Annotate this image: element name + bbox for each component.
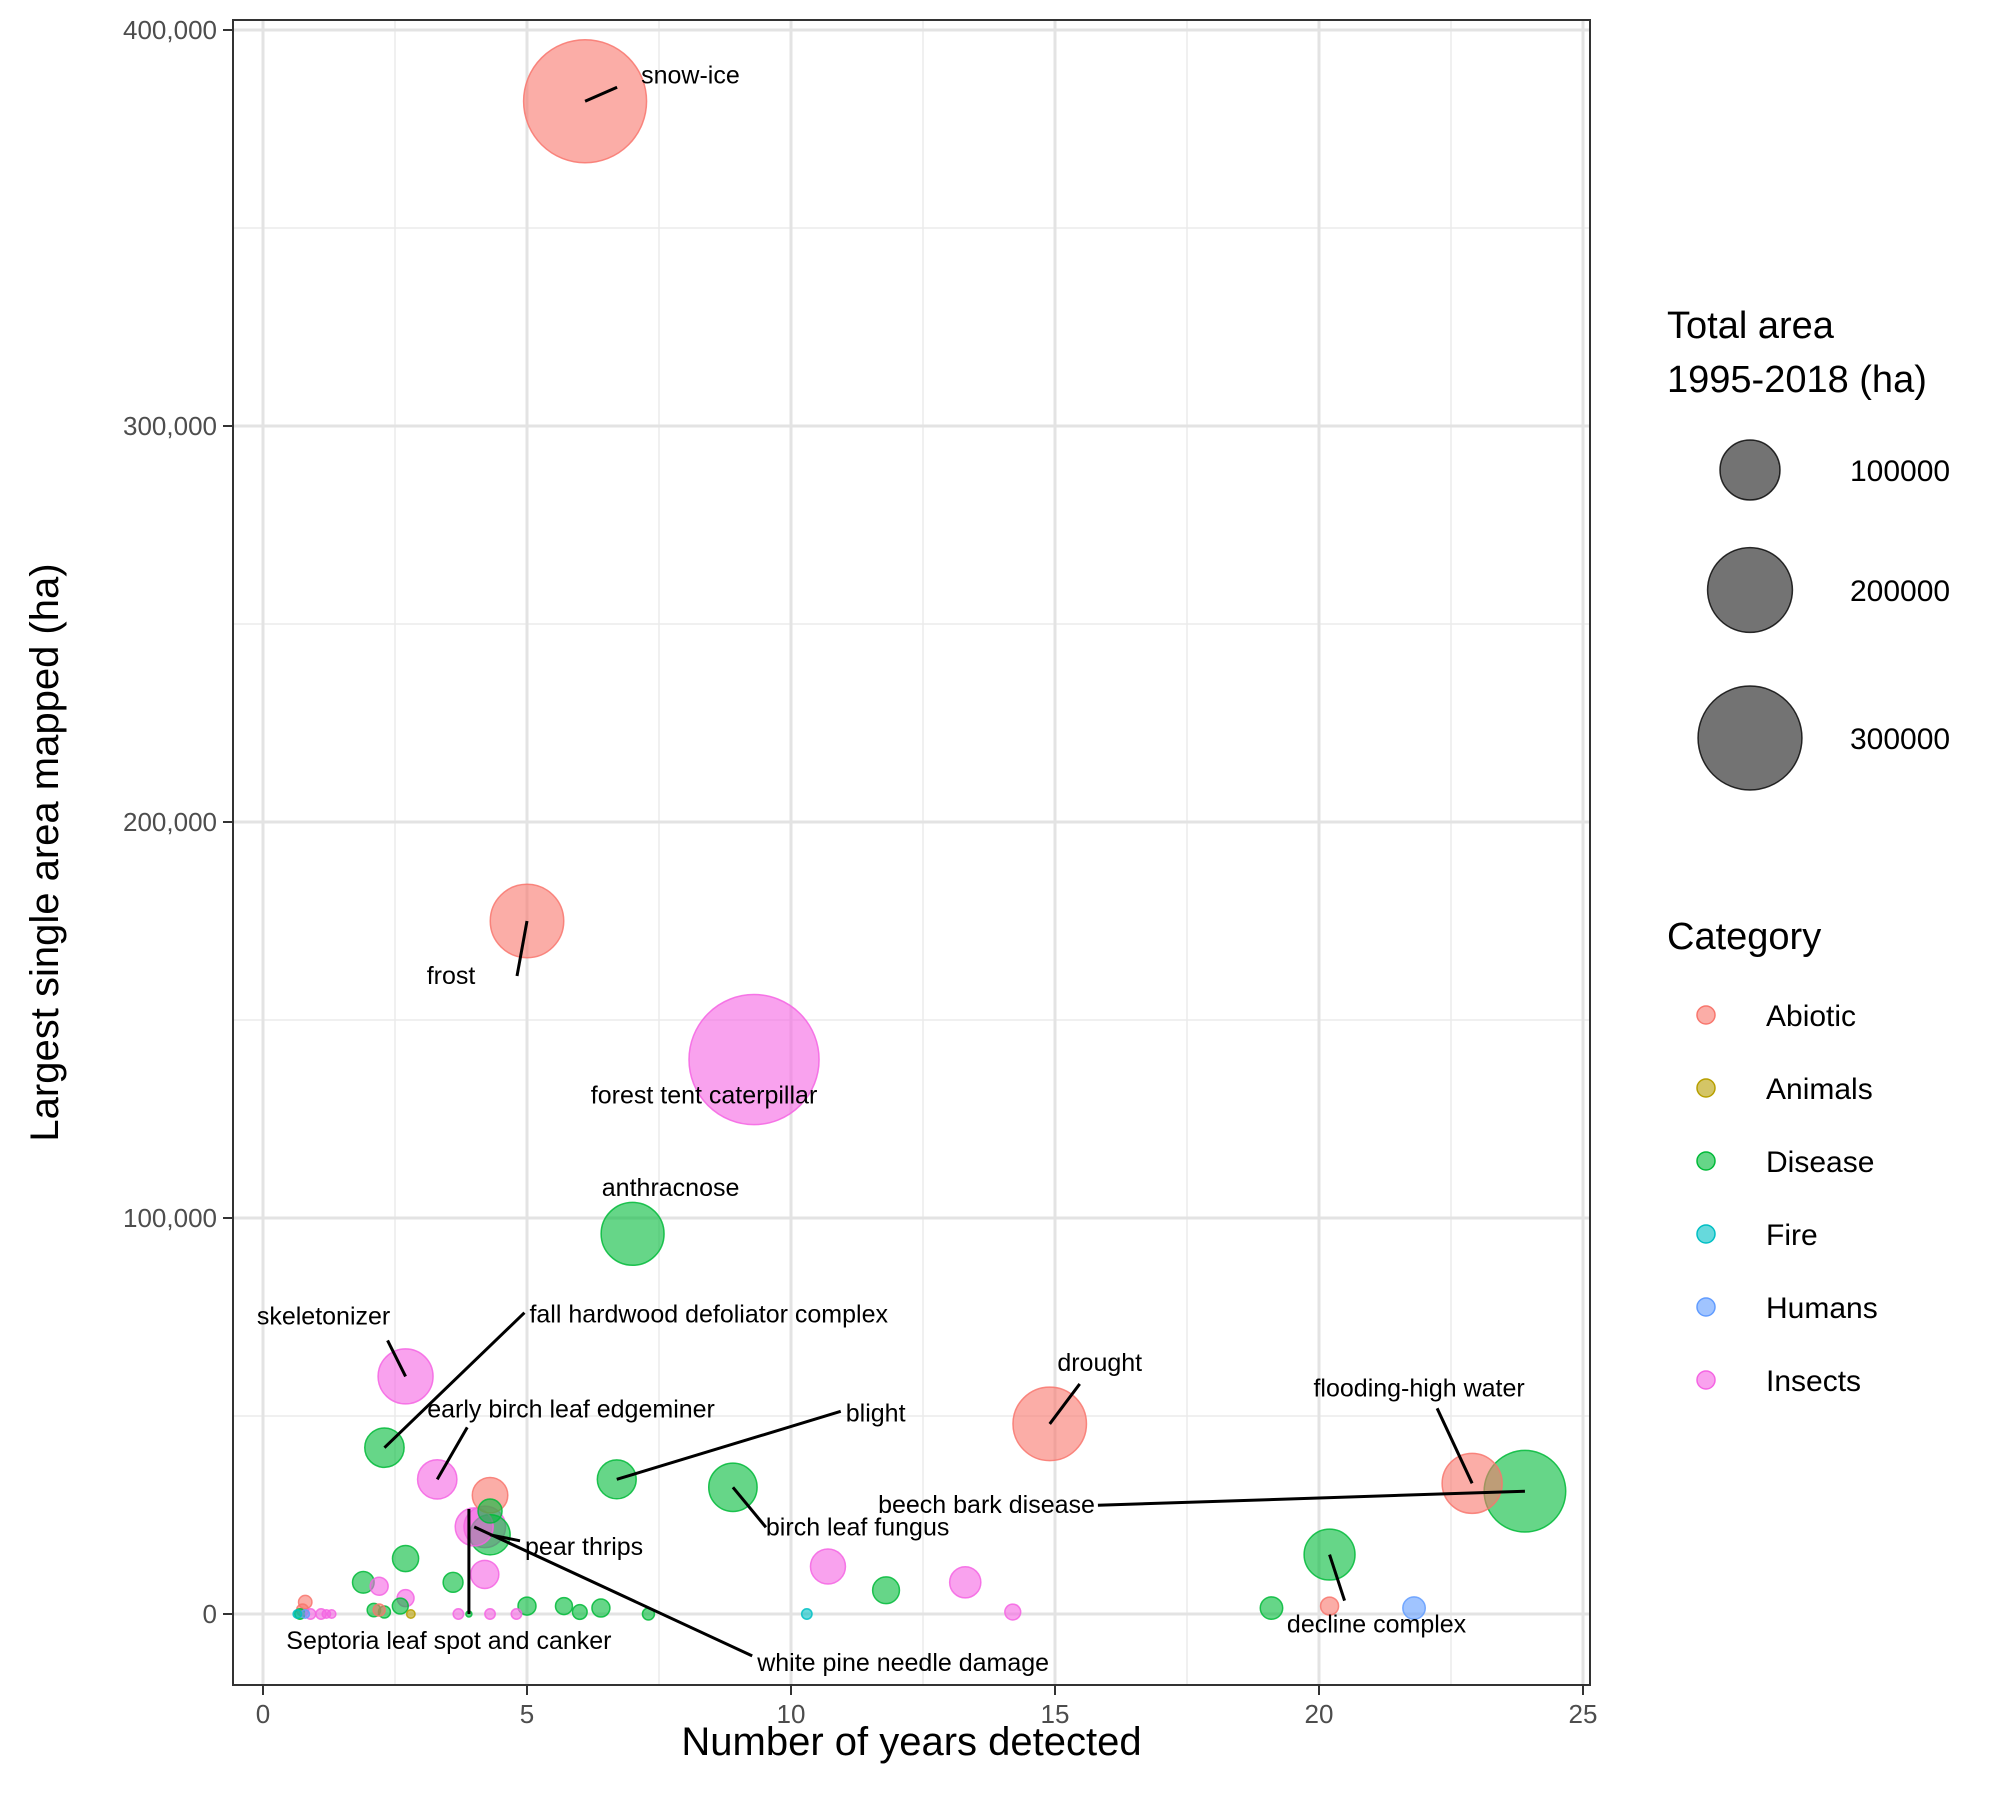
data-point — [1004, 1603, 1022, 1621]
data-point — [391, 1597, 409, 1615]
data-point — [469, 1559, 500, 1590]
legend-key-abiotic — [1696, 1005, 1716, 1025]
leader-skeletonizer — [386, 1339, 407, 1378]
label-decline-complex: decline complex — [1287, 1611, 1467, 1639]
label-white-pine-needle-damage: white pine needle damage — [756, 1649, 1049, 1677]
color-legend-title: Category — [1667, 916, 1821, 958]
data-points — [292, 39, 1567, 1621]
leader-early-birch-leaf-edgeminer — [435, 1426, 469, 1481]
point-labels: snow-ice frost forest tent caterpillar anth… — [257, 61, 1525, 1677]
y-tick-label: 100,000 — [123, 1203, 217, 1233]
data-point — [372, 1603, 386, 1617]
x-tick-label: 20 — [1305, 1699, 1334, 1729]
size-legend-key — [1706, 546, 1794, 634]
x-axis-title: Number of years detected — [681, 1720, 1141, 1764]
x-tick-label: 15 — [1041, 1699, 1070, 1729]
leader-birch-leaf-fungus — [731, 1486, 768, 1529]
point-forest-tent-caterpillar — [688, 993, 820, 1126]
data-point — [591, 1598, 611, 1618]
point-anthracnose — [600, 1201, 665, 1267]
label-pear-thrips: pear thrips — [525, 1533, 643, 1561]
x-tick-label: 10 — [777, 1699, 806, 1729]
data-point — [871, 1576, 901, 1605]
data-point — [442, 1571, 464, 1594]
data-point — [517, 1596, 537, 1616]
x-tick-label: 5 — [520, 1699, 534, 1729]
data-point — [369, 1576, 389, 1597]
leader-flooding-high-water — [1435, 1407, 1474, 1484]
data-point — [405, 1609, 416, 1619]
label-beech-bark-disease: beech bark disease — [878, 1491, 1095, 1519]
data-point — [1402, 1596, 1427, 1621]
legend-label-animals: Animals — [1766, 1073, 1873, 1106]
size-legend-key — [1719, 439, 1781, 501]
label-snow-ice: snow-ice — [641, 61, 740, 89]
data-point — [1319, 1596, 1340, 1616]
point-drought — [1012, 1386, 1088, 1462]
size-legend-key — [1697, 685, 1803, 791]
legend-key-disease — [1696, 1151, 1716, 1171]
label-forest-tent-caterpillar: forest tent caterpillar — [591, 1082, 818, 1110]
panel-border — [232, 19, 1591, 1686]
axes: 0 5 10 15 20 25 0 100,000 200,000 300,000 400,000 — [123, 15, 1597, 1729]
leader-white-pine-needle-damage — [473, 1525, 753, 1658]
size-legend-label: 100000 — [1850, 455, 1950, 488]
label-skeletonizer: skeletonizer — [257, 1302, 390, 1330]
y-tick-label: 0 — [203, 1599, 217, 1629]
legend-label-disease: Disease — [1766, 1146, 1874, 1179]
label-flooding-high-water: flooding-high water — [1313, 1374, 1524, 1402]
leader-beech-bark-disease — [1097, 1489, 1525, 1507]
label-fall-hardwood-defoliator-complex: fall hardwood defoliator complex — [529, 1301, 888, 1329]
legend-label-insects: Insects — [1766, 1365, 1861, 1398]
label-anthracnose: anthracnose — [602, 1174, 740, 1202]
label-birch-leaf-fungus: birch leaf fungus — [766, 1513, 949, 1541]
data-point — [292, 1609, 303, 1619]
data-point — [800, 1608, 813, 1620]
x-tick-label: 0 — [256, 1699, 270, 1729]
leader-lines — [383, 85, 1525, 1658]
label-frost: frost — [427, 962, 476, 990]
data-point — [391, 1544, 420, 1573]
data-point — [571, 1603, 588, 1621]
leader-frost — [515, 920, 529, 977]
legend-label-humans: Humans — [1766, 1292, 1878, 1325]
legend-label-fire: Fire — [1766, 1219, 1818, 1252]
legend-label-abiotic: Abiotic — [1766, 1000, 1856, 1033]
y-tick-label: 400,000 — [123, 15, 217, 45]
leader-snow-ice — [584, 85, 618, 103]
label-septoria-leaf-spot-and-canker: Septoria leaf spot and canker — [286, 1627, 611, 1655]
leader-blight — [616, 1409, 842, 1481]
label-drought: drought — [1057, 1349, 1142, 1377]
size-legend-label: 200000 — [1850, 575, 1950, 608]
data-point — [326, 1609, 337, 1619]
y-axis-title: Largest single area mapped (ha) — [23, 563, 67, 1141]
data-point — [809, 1548, 847, 1585]
legend-key-fire — [1696, 1224, 1716, 1244]
size-legend-title: Total area — [1667, 305, 1835, 347]
y-tick-label: 300,000 — [123, 411, 217, 441]
leader-drought — [1048, 1383, 1081, 1425]
data-point — [484, 1608, 496, 1620]
data-point — [477, 1498, 503, 1524]
y-tick-label: 200,000 — [123, 807, 217, 837]
leader-decline-complex — [1328, 1554, 1346, 1602]
data-point — [948, 1565, 982, 1599]
color-legend: Category Abiotic Animals Disease Fire Humans… — [1667, 916, 1878, 1398]
legend-key-animals — [1696, 1078, 1716, 1098]
label-blight: blight — [846, 1399, 906, 1427]
data-point — [1259, 1596, 1284, 1621]
label-early-birch-leaf-edgeminer: early birch leaf edgeminer — [427, 1395, 715, 1423]
size-legend-title-line2: 1995-2018 (ha) — [1667, 359, 1927, 401]
leader-fall-hardwood-defoliator-complex — [383, 1311, 526, 1449]
size-legend: Total area 1995-2018 (ha) 100000 200000 30… — [1667, 305, 1950, 791]
size-legend-label: 300000 — [1850, 723, 1950, 756]
legend-key-insects — [1696, 1370, 1716, 1390]
data-point — [510, 1608, 523, 1620]
x-tick-label: 25 — [1569, 1699, 1598, 1729]
data-point — [452, 1608, 465, 1620]
data-point — [554, 1596, 574, 1616]
legend-key-humans — [1696, 1297, 1716, 1317]
